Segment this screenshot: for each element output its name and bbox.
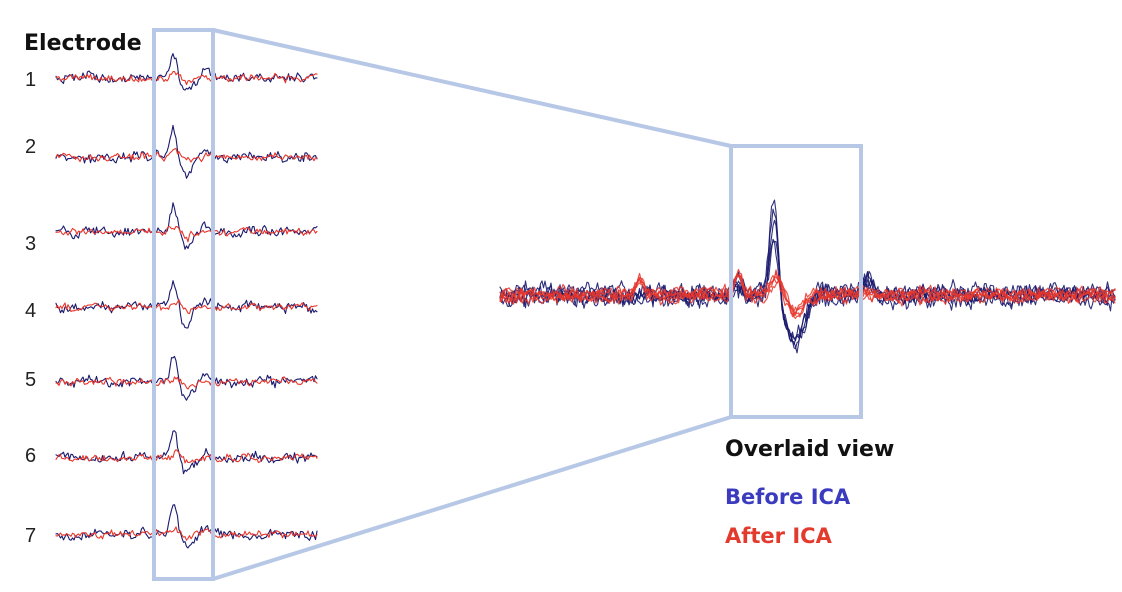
electrode-label-4: 4 — [25, 300, 36, 322]
electrode-4-after-trace — [55, 299, 318, 315]
electrode-6-before-trace — [55, 430, 318, 475]
overlaid-before-trace-2 — [499, 208, 1116, 350]
electrode-heading: Electrode — [24, 31, 142, 56]
electrode-7-after-trace — [55, 526, 318, 541]
overlaid-view-title: Overlaid view — [725, 437, 894, 462]
electrode-3-after-trace — [55, 225, 318, 243]
electrode-label-1: 1 — [25, 69, 36, 91]
legend-after-ica: After ICA — [725, 524, 833, 548]
overlaid-after-trace-4 — [499, 275, 1116, 318]
legend-before-ica: Before ICA — [725, 485, 851, 509]
traces-layer — [55, 53, 1116, 549]
electrode-1-after-trace — [55, 70, 318, 86]
electrode-2-after-trace — [55, 147, 318, 163]
electrode-7-before-trace — [55, 504, 318, 549]
electrode-label-6: 6 — [25, 445, 36, 467]
electrode-label-5: 5 — [25, 369, 36, 391]
electrode-5-before-trace — [55, 355, 318, 401]
overlaid-after-trace-3 — [499, 272, 1116, 318]
overlaid-after-trace-5 — [499, 274, 1116, 319]
electrode-5-after-trace — [55, 376, 318, 390]
overlaid-highlight-window — [729, 144, 863, 419]
overlaid-before-trace-1 — [499, 199, 1116, 354]
electrode-label-7: 7 — [25, 525, 36, 547]
electrode-label-3: 3 — [25, 233, 36, 255]
electrode-3-before-trace — [55, 202, 318, 250]
left-highlight-window — [152, 28, 215, 581]
electrode-labels: 1 2 3 4 5 6 7 — [25, 69, 36, 547]
electrode-label-2: 2 — [25, 136, 36, 158]
zoom-line-top — [212, 28, 732, 148]
electrode-1-before-trace — [55, 53, 318, 91]
overlaid-before-trace-3 — [499, 219, 1116, 342]
zoom-line-bottom — [212, 415, 732, 581]
electrode-2-before-trace — [55, 124, 318, 179]
electrode-6-after-trace — [55, 449, 318, 464]
